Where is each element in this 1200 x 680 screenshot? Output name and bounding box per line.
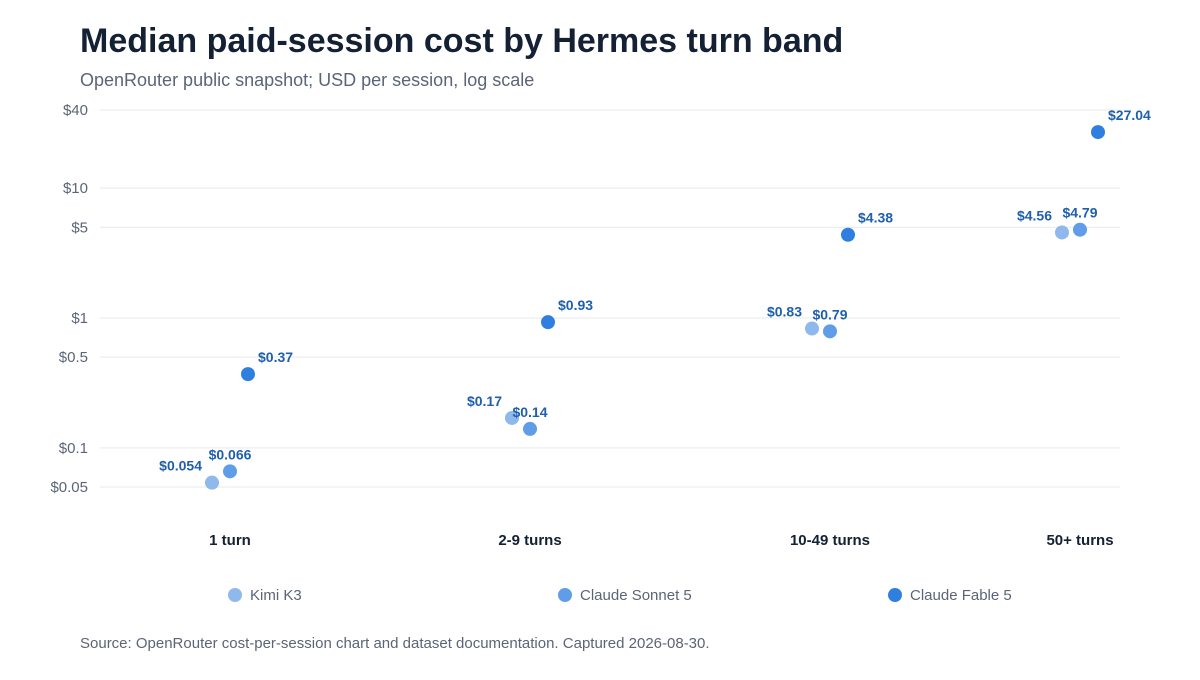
data-point bbox=[1055, 225, 1069, 240]
data-point bbox=[823, 324, 837, 339]
data-label: $0.37 bbox=[258, 349, 293, 365]
data-label: $27.04 bbox=[1108, 107, 1151, 123]
x-category-label: 50+ turns bbox=[1046, 532, 1113, 549]
data-label: $0.17 bbox=[467, 393, 502, 409]
data-label: $0.14 bbox=[512, 404, 547, 420]
legend-marker bbox=[888, 588, 902, 602]
data-point bbox=[523, 421, 537, 436]
legend-marker bbox=[228, 588, 242, 602]
data-point bbox=[223, 464, 237, 479]
data-point bbox=[1091, 125, 1105, 140]
chart-subtitle: OpenRouter public snapshot; USD per sess… bbox=[80, 70, 535, 90]
y-tick-label: $40 bbox=[63, 102, 88, 119]
data-label: $0.93 bbox=[558, 297, 593, 313]
data-label: $0.83 bbox=[767, 304, 802, 320]
data-point bbox=[241, 367, 255, 382]
y-tick-label: $1 bbox=[71, 310, 88, 327]
y-tick-label: $10 bbox=[63, 180, 88, 197]
x-category-label: 1 turn bbox=[209, 532, 251, 549]
data-label: $0.066 bbox=[209, 446, 252, 462]
legend-label: Kimi K3 bbox=[250, 587, 302, 604]
data-point bbox=[541, 315, 555, 330]
y-tick-label: $5 bbox=[71, 219, 88, 236]
legend-label: Claude Fable 5 bbox=[910, 587, 1012, 604]
data-point bbox=[505, 410, 519, 425]
legend-marker bbox=[558, 588, 572, 602]
legend-label: Claude Sonnet 5 bbox=[580, 587, 692, 604]
y-tick-label: $0.5 bbox=[59, 349, 88, 366]
source-note: Source: OpenRouter cost-per-session char… bbox=[80, 635, 710, 652]
data-label: $4.38 bbox=[858, 210, 893, 226]
x-category-label: 10-49 turns bbox=[790, 532, 870, 549]
data-label: $4.56 bbox=[1017, 207, 1052, 223]
data-label: $0.79 bbox=[812, 306, 847, 322]
chart-title: Median paid-session cost by Hermes turn … bbox=[80, 22, 844, 60]
x-category-label: 2-9 turns bbox=[498, 532, 561, 549]
data-label: $0.054 bbox=[159, 458, 202, 474]
data-point bbox=[805, 321, 819, 336]
data-point bbox=[841, 227, 855, 242]
data-label: $4.79 bbox=[1062, 205, 1097, 221]
data-point bbox=[1073, 222, 1087, 237]
data-point bbox=[205, 475, 219, 490]
y-tick-label: $0.05 bbox=[50, 479, 88, 496]
y-tick-label: $0.1 bbox=[59, 440, 88, 457]
